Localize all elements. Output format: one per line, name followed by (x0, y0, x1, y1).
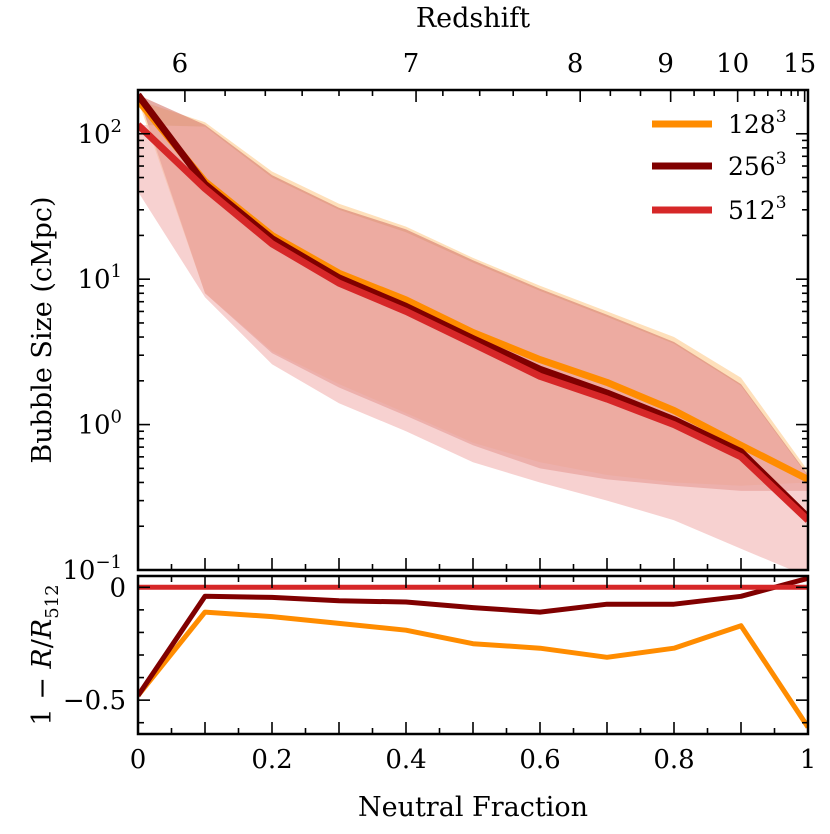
y-tick-label: 10−1 (62, 552, 122, 586)
band-512 (138, 124, 808, 570)
series-line-256 (138, 92, 808, 520)
redshift-tick-label: 15 (783, 49, 816, 79)
ratio-y-tick-label: 0 (109, 573, 126, 603)
x-axis-label: Neutral Fraction (358, 792, 588, 823)
x-tick-label: 0.6 (519, 745, 560, 775)
redshift-axis-label: Redshift (416, 3, 530, 34)
y-axis-label: Bubble Size (cMpc) (27, 196, 58, 463)
legend: 1283 2563 5123 (652, 107, 787, 225)
legend-label-512: 5123 (728, 193, 787, 225)
redshift-tick-label: 10 (716, 49, 749, 79)
x-tick-label: 0.2 (251, 745, 292, 775)
redshift-tick-label: 8 (567, 49, 584, 79)
top-panel-lines (138, 92, 808, 523)
x-tick-label: 0 (130, 745, 147, 775)
legend-label-128: 1283 (728, 107, 787, 139)
ratio-line-256³ (138, 576, 808, 697)
series-line-512 (138, 122, 808, 523)
x-tick-label: 0.4 (385, 745, 426, 775)
y-tick-label: 101 (77, 261, 122, 295)
bottom-panel-lines (138, 576, 808, 729)
y-tick-label: 100 (77, 407, 122, 441)
ratio-y-axis-label: 1 − R/R512 (27, 584, 63, 725)
axis-ticks (137, 89, 809, 734)
ratio-line-128³ (138, 609, 808, 729)
legend-label-256: 2563 (728, 149, 787, 181)
x-tick-label: 0.8 (653, 745, 694, 775)
redshift-tick-label: 7 (403, 49, 420, 79)
redshift-tick-label: 9 (657, 49, 674, 79)
redshift-tick-label: 6 (172, 49, 189, 79)
ratio-y-tick-label: −0.5 (63, 686, 126, 716)
x-tick-label: 1 (800, 745, 817, 775)
y-tick-label: 102 (77, 116, 122, 150)
